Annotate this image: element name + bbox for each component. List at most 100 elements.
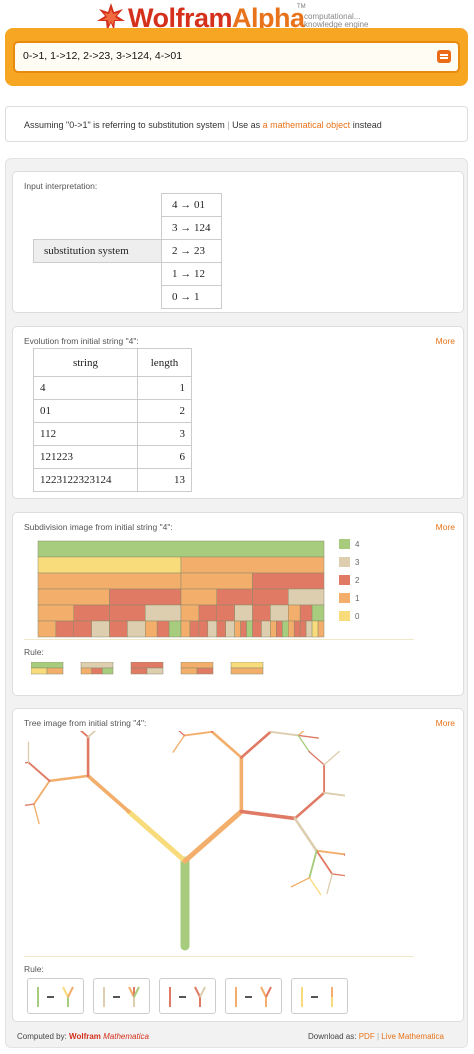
rule-cell: 4 → 01 (161, 193, 222, 217)
more-link[interactable]: More (435, 522, 455, 532)
subdivision-cell (37, 572, 182, 590)
subdivision-cell (37, 620, 57, 638)
assumption-suffix: instead (352, 120, 382, 130)
rule-child-branch (194, 986, 201, 998)
tree-branch (27, 761, 51, 782)
tree-branch (25, 761, 30, 764)
subdivision-cell (127, 620, 146, 638)
tree-branch (315, 849, 345, 856)
subdivision-cell (55, 620, 74, 638)
legend-label: 0 (355, 612, 360, 621)
subdivision-cell (37, 556, 182, 574)
subdivision-cell (276, 620, 283, 638)
subdivision-cell (311, 604, 325, 622)
table-row: 121223 6 (33, 445, 192, 469)
tree-branch (183, 731, 214, 737)
tree-branch (308, 849, 318, 879)
table-row: 1223122323124 13 (33, 468, 192, 492)
pod-title: Subdivision image from initial string "4… (24, 522, 173, 532)
tree-branch (79, 731, 90, 738)
rule-child-branch (67, 986, 74, 998)
tree-rule-image (169, 986, 206, 1007)
tagline: computational... knowledge engine (304, 13, 369, 29)
rule-child-branch (265, 986, 272, 998)
subdivision-cell (234, 604, 253, 622)
pod-input-interpretation: Input interpretation: 4 → 01 3 → 124 sub… (12, 171, 464, 313)
assumption-link[interactable]: a mathematical object (262, 120, 351, 130)
pod-title: Tree image from initial string "4": (24, 718, 147, 728)
tree-rule-box (159, 978, 216, 1014)
rule-child (91, 667, 103, 675)
rule-cell: 3 → 124 (161, 216, 222, 240)
live-mathematica-link[interactable]: Live Mathematica (381, 1032, 444, 1041)
subdivision-cell (246, 620, 253, 638)
assumption-sep: | (227, 120, 230, 130)
tree-branch (331, 873, 345, 877)
legend-swatch (339, 539, 350, 549)
subdivision-cell (37, 588, 110, 606)
tree-image (25, 731, 345, 951)
rule-parent (180, 662, 214, 669)
results-container: Input interpretation: 4 → 01 3 → 124 sub… (5, 158, 468, 1048)
subdivision-cell (207, 620, 217, 638)
cell-length: 1 (137, 376, 192, 400)
subdivision-cell (317, 620, 325, 638)
rule-parent (31, 662, 64, 669)
tree-branch (48, 774, 90, 783)
cell-string: 112 (33, 422, 138, 446)
rule-child (146, 667, 164, 675)
cell-string: 4 (33, 376, 138, 400)
rule-cell: 0 → 1 (161, 285, 222, 309)
rule-cell: 1 → 12 (161, 262, 222, 286)
tree-rule-box (225, 978, 282, 1014)
tree-branch (297, 734, 319, 739)
wolfram-mathematica-link[interactable]: Wolfram Mathematica (69, 1032, 149, 1041)
tree-branch (269, 731, 300, 737)
rule-cell: 2 → 23 (161, 239, 222, 263)
subdivision-cell (109, 620, 128, 638)
search-submit-icon[interactable] (437, 50, 451, 63)
subdivision-cell (282, 620, 289, 638)
tree-rule-image (37, 986, 74, 1007)
subdivision-cell (189, 620, 200, 638)
subdivision-cell (180, 604, 200, 622)
pdf-link[interactable]: PDF (358, 1032, 375, 1041)
subdivision-cell (234, 620, 241, 638)
rule-child-branch (133, 986, 140, 998)
tree-branch (126, 809, 188, 864)
subdivision-cell (240, 620, 247, 638)
rule-child-branch (199, 986, 206, 998)
tree-branch (25, 803, 35, 806)
divider (24, 956, 414, 957)
divider (24, 639, 414, 640)
assumption-use-as: Use as (232, 120, 261, 130)
subdivision-cell (109, 588, 182, 606)
tree-branch (86, 774, 131, 814)
more-link[interactable]: More (435, 336, 455, 346)
col-header-string: string (33, 348, 138, 377)
subdivision-cell (156, 620, 170, 638)
subdivision-cell (225, 620, 235, 638)
rule-child (130, 667, 148, 675)
tagline-line-2: knowledge engine (304, 20, 369, 29)
footer-computed-by: Computed by: Wolfram Mathematica (17, 1032, 149, 1041)
rule-child (230, 667, 264, 675)
rule-child (46, 667, 64, 675)
cell-length: 3 (137, 422, 192, 446)
subdivision-cell (270, 620, 277, 638)
subdivision-rule-image (31, 662, 264, 675)
rule-label: Rule: (24, 964, 44, 974)
cell-length: 2 (137, 399, 192, 423)
tree-branch (33, 803, 40, 825)
legend-label: 1 (355, 594, 360, 603)
tree-rule-box (93, 978, 150, 1014)
cell-length: 6 (137, 445, 192, 469)
tree-branch (293, 791, 326, 820)
search-input-frame[interactable]: 0->1, 1->12, 2->23, 3->124, 4->01 (13, 41, 460, 73)
search-input[interactable]: 0->1, 1->12, 2->23, 3->124, 4->01 (23, 50, 183, 62)
legend-label: 3 (355, 558, 360, 567)
more-link[interactable]: More (435, 718, 455, 728)
subdivision-cell (73, 604, 110, 622)
